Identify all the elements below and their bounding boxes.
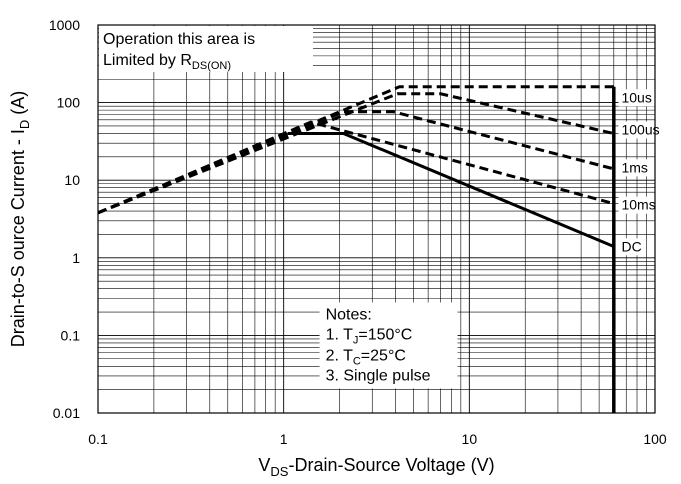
y-tick-label: 0.1 bbox=[61, 327, 81, 343]
y-tick-label: 1 bbox=[72, 250, 80, 266]
series-label-10ms: 10ms bbox=[621, 197, 655, 213]
series-label-bg bbox=[618, 196, 658, 214]
series-label-bg bbox=[618, 89, 658, 107]
series-label-10us: 10us bbox=[621, 89, 651, 105]
series-line-10ms bbox=[97, 120, 615, 215]
series-label-bg bbox=[618, 238, 641, 256]
series-line-DC bbox=[287, 132, 615, 248]
series-label-bg bbox=[618, 159, 650, 177]
rdson-annotation-line1: Operation this area is bbox=[103, 31, 255, 48]
chart-series bbox=[97, 85, 616, 413]
x-tick-label: 0.1 bbox=[88, 431, 108, 447]
y-tick-label: 10 bbox=[64, 172, 80, 188]
series-label-1ms: 1ms bbox=[621, 159, 647, 175]
series-line-1ms bbox=[97, 110, 615, 215]
rdson-annotation-box bbox=[99, 26, 313, 72]
plot-frame bbox=[97, 24, 656, 414]
series-label-DC: DC bbox=[621, 238, 641, 254]
tick-labels: 0.1 1 10 100 0.01 0.1 1 10 100 1000 bbox=[49, 17, 667, 447]
x-tick-label: 1 bbox=[280, 431, 288, 447]
series-label-bg bbox=[618, 121, 666, 139]
notes-title: Notes: bbox=[326, 307, 372, 324]
series-labels: 10us 100us 1ms 10ms DC bbox=[618, 89, 666, 256]
note-case-temp: 2. TC=25°C bbox=[326, 348, 406, 368]
series-label-100us: 100us bbox=[621, 121, 659, 137]
y-tick-label: 100 bbox=[57, 95, 81, 111]
rdson-annotation-line2: Limited by RDS(ON) bbox=[103, 52, 231, 72]
series-line-100us bbox=[97, 92, 615, 215]
notes-box bbox=[319, 302, 458, 389]
x-axis-label: VDS-Drain-Source Voltage (V) bbox=[258, 455, 494, 479]
y-tick-label: 0.01 bbox=[53, 405, 80, 421]
x-tick-label: 10 bbox=[462, 431, 478, 447]
x-tick-label: 100 bbox=[643, 431, 667, 447]
y-tick-label: 1000 bbox=[49, 17, 80, 33]
note-single-pulse: 3. Single pulse bbox=[326, 368, 431, 385]
note-junction-temp: 1. TJ=150°C bbox=[326, 327, 413, 347]
y-axis-label: Drain-to-S ource Current - ID (A) bbox=[8, 91, 32, 347]
